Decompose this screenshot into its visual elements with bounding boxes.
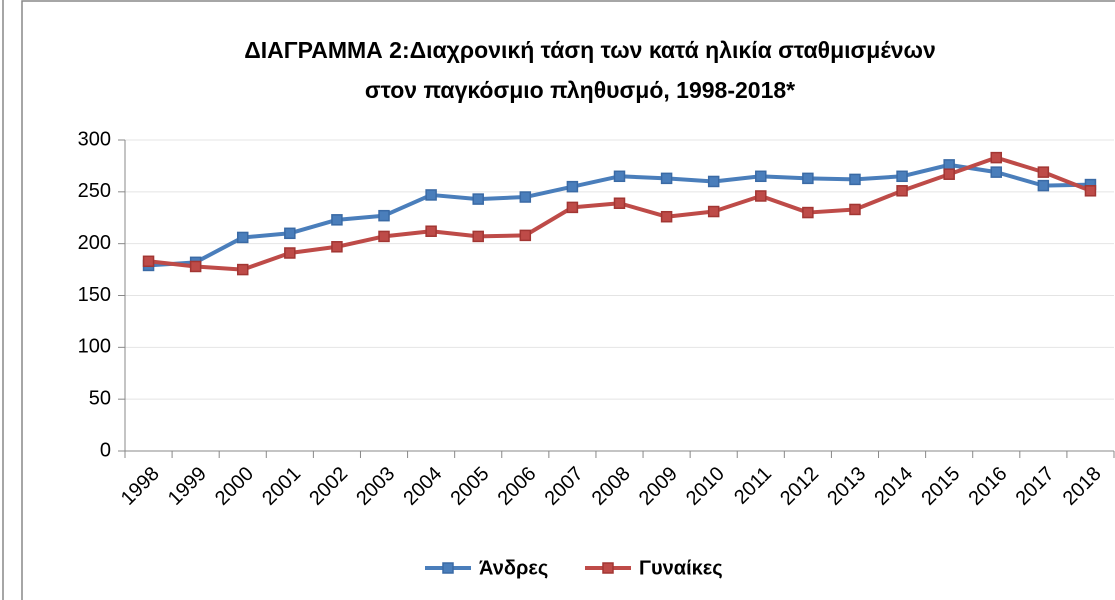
data-point bbox=[519, 229, 532, 242]
data-point bbox=[896, 185, 908, 197]
data-point bbox=[189, 260, 202, 273]
data-point bbox=[707, 205, 720, 218]
data-point bbox=[472, 230, 484, 243]
y-tick-label: 100 bbox=[78, 336, 111, 358]
data-point bbox=[378, 209, 390, 222]
data-point bbox=[849, 203, 861, 216]
data-point bbox=[566, 180, 579, 193]
data-point bbox=[990, 166, 1003, 178]
chart-title: ΔΙΑΓΡΑΜΜΑ 2:Διαχρονική τάση των κατά ηλι… bbox=[244, 37, 935, 63]
chart-title: στον παγκόσμιο πληθυσμό, 1998-2018* bbox=[365, 77, 795, 103]
data-point bbox=[331, 214, 343, 226]
data-point bbox=[378, 230, 390, 243]
y-tick-label: 250 bbox=[78, 180, 111, 202]
y-tick-label: 300 bbox=[78, 128, 111, 150]
y-tick-label: 150 bbox=[78, 284, 111, 306]
data-point bbox=[1084, 185, 1097, 197]
data-point bbox=[990, 151, 1003, 164]
data-point bbox=[755, 190, 767, 202]
data-point bbox=[142, 255, 155, 268]
data-point bbox=[1037, 166, 1050, 178]
legend-marker bbox=[602, 562, 614, 574]
data-point bbox=[236, 231, 249, 244]
y-tick-label: 200 bbox=[78, 232, 111, 254]
data-point bbox=[236, 263, 249, 276]
data-point bbox=[802, 172, 814, 185]
legend-marker bbox=[442, 562, 454, 574]
data-point bbox=[331, 241, 343, 253]
y-tick-label: 50 bbox=[89, 387, 111, 409]
data-point bbox=[425, 225, 437, 237]
data-point bbox=[943, 168, 955, 180]
data-point bbox=[472, 193, 484, 205]
data-point bbox=[284, 227, 296, 240]
data-point bbox=[613, 197, 626, 209]
legend-label: Γυναίκες bbox=[639, 557, 723, 579]
chart-frame bbox=[21, 0, 1115, 600]
data-point bbox=[284, 247, 296, 259]
data-point bbox=[707, 175, 720, 188]
data-point bbox=[1037, 179, 1050, 192]
data-point bbox=[566, 201, 579, 214]
data-point bbox=[660, 210, 673, 223]
data-point bbox=[425, 189, 437, 201]
data-point bbox=[660, 172, 673, 185]
data-point bbox=[519, 191, 532, 203]
y-tick-label: 0 bbox=[100, 439, 111, 461]
legend-label: Άνδρες bbox=[479, 557, 548, 579]
data-point bbox=[896, 170, 908, 183]
data-point bbox=[755, 170, 767, 183]
data-point bbox=[802, 206, 814, 219]
data-point bbox=[849, 173, 861, 186]
data-point bbox=[613, 170, 626, 183]
data-point bbox=[943, 159, 955, 171]
